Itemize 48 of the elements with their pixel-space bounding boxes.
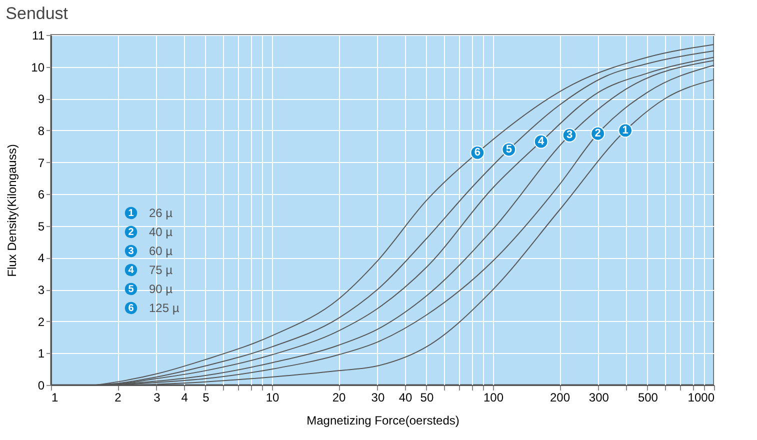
y-tick-label: 8 — [38, 124, 45, 138]
x-tick-label: 10 — [266, 390, 280, 404]
x-tick-label: 30 — [371, 390, 385, 404]
y-tick-label: 3 — [38, 283, 45, 298]
x-tick-label: 50 — [420, 390, 434, 404]
annotation: 2 — [594, 128, 601, 140]
text: 2 — [128, 227, 134, 238]
annotation: 1 — [622, 124, 628, 136]
x-tick-label: 200 — [550, 390, 570, 404]
x-tick-label: 300 — [588, 390, 610, 404]
y-tick-label: 9 — [38, 92, 45, 106]
x-tick-label: 500 — [638, 390, 658, 404]
legend-label: 125 µ — [149, 301, 180, 315]
legend-label: 26 µ — [149, 206, 173, 220]
y-tick-label: 11 — [32, 28, 45, 42]
y-tick-label: 2 — [38, 314, 45, 329]
x-tick-label: 4 — [181, 390, 188, 404]
y-tick-label: 4 — [38, 251, 45, 266]
annotation: 5 — [506, 144, 512, 156]
x-axis-title: Magnetizing Force(oersteds) — [306, 414, 460, 428]
x-tick-label: 3 — [154, 390, 161, 404]
x-tick-label: 5 — [202, 390, 210, 404]
y-axis-title: Flux Density(Kilongauss) — [5, 144, 20, 277]
legend-label: 90 µ — [149, 282, 173, 296]
text: 1 — [128, 208, 134, 219]
y-tick-label: 7 — [38, 156, 45, 170]
x-tick-label: 1 — [52, 390, 58, 404]
x-tick-label: 20 — [332, 390, 346, 404]
text: 5 — [128, 284, 134, 295]
x-tick-label: 100 — [483, 390, 504, 404]
annotation: 4 — [538, 136, 545, 148]
text: 3 — [128, 246, 134, 257]
y-tick-label: 1 — [38, 346, 45, 361]
chart-title: Sendust — [6, 4, 68, 23]
legend-label: 40 µ — [149, 225, 173, 239]
y-tick-label: 6 — [38, 188, 45, 202]
y-tick-label: 10 — [31, 60, 45, 74]
annotation: 6 — [474, 146, 480, 159]
text: 6 — [128, 303, 134, 314]
annotation: 3 — [566, 129, 573, 142]
text: 4 — [128, 265, 134, 276]
y-tick-label: 5 — [38, 219, 45, 234]
legend-label: 75 µ — [149, 263, 173, 277]
x-tick-label: 1000 — [688, 390, 715, 404]
x-tick-label: 40 — [398, 390, 413, 404]
y-tick-label: 0 — [38, 378, 45, 392]
legend-label: 60 µ — [149, 244, 173, 258]
x-tick-label: 2 — [114, 390, 122, 404]
